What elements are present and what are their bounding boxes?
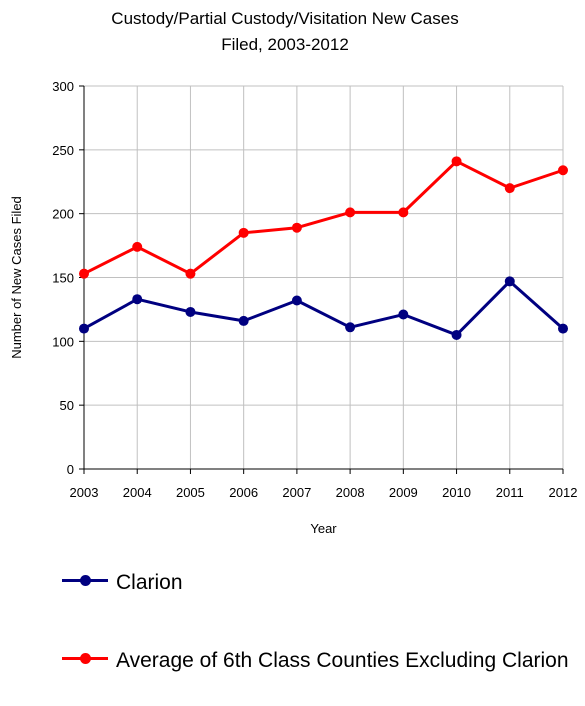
x-tick-label: 2012 (549, 485, 578, 500)
data-point-series-0 (185, 306, 196, 317)
data-point-series-0 (79, 323, 89, 334)
x-tick-label: 2011 (496, 485, 524, 500)
y-tick-label: 50 (60, 398, 74, 413)
legend-label-clarion: Clarion (116, 571, 183, 594)
legend-label-average: Average of 6th Class Counties Excluding … (116, 649, 569, 672)
x-tick-label: 2007 (282, 485, 311, 500)
y-tick-label: 250 (52, 143, 74, 158)
chart-title-line-2: Filed, 2003-2012 (221, 35, 349, 54)
y-tick-label: 200 (52, 207, 74, 222)
data-point-series-1 (238, 227, 249, 238)
data-point-series-0 (345, 322, 356, 333)
plot-area: 0 50 100 150 200 250 300 2003 2004 2005 2006 2007 20… (9, 79, 578, 536)
chart-title: Custody/Partial Custody/Visitation New C… (40, 6, 530, 58)
y-axis-title: Number of New Cases Filed (9, 196, 24, 359)
data-point-series-0 (504, 276, 515, 287)
y-tick-label: 100 (52, 334, 74, 349)
data-point-series-1 (291, 222, 302, 233)
x-tick-label: 2009 (389, 485, 418, 500)
data-point-series-1 (185, 268, 196, 279)
data-point-series-1 (504, 183, 515, 194)
data-point-series-0 (291, 295, 302, 306)
legend-marker-average (62, 648, 110, 668)
legend-item-clarion: Clarion (62, 570, 576, 595)
data-point-series-1 (558, 165, 568, 176)
chart-title-line-1: Custody/Partial Custody/Visitation New C… (111, 9, 459, 28)
y-tick-label: 0 (67, 462, 74, 477)
series-line-0 (83, 279, 564, 337)
x-tick-label: 2004 (123, 485, 152, 500)
data-point-series-0 (132, 294, 143, 305)
data-point-series-1 (398, 207, 409, 218)
data-point-series-0 (558, 323, 568, 334)
x-tick-label: 2005 (176, 485, 205, 500)
legend-item-average: Average of 6th Class Counties Excluding … (62, 648, 576, 673)
x-tick-label: 2006 (229, 485, 258, 500)
x-tick-label: 2008 (336, 485, 365, 500)
y-tick-label: 300 (52, 79, 74, 94)
y-tick-label: 150 (52, 271, 74, 286)
data-point-series-1 (132, 241, 143, 252)
data-point-series-0 (451, 329, 462, 340)
x-tick-label: 2003 (70, 485, 99, 500)
data-point-series-1 (451, 156, 462, 167)
x-axis-title: Year (310, 521, 337, 536)
data-point-series-0 (238, 315, 249, 326)
data-point-series-0 (398, 309, 409, 320)
legend-marker-clarion (62, 570, 110, 590)
data-point-series-1 (79, 268, 89, 279)
data-point-series-1 (345, 207, 356, 218)
series-line-1 (83, 159, 564, 276)
x-tick-label: 2010 (442, 485, 471, 500)
